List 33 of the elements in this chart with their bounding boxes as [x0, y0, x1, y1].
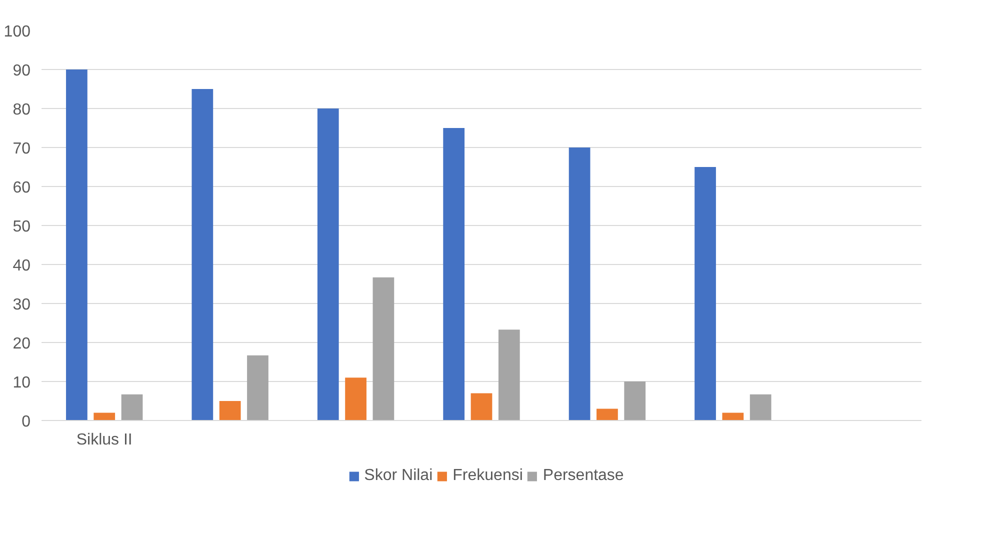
- bar: [498, 330, 520, 420]
- bar: [219, 401, 241, 420]
- y-tick-label: 70: [12, 140, 31, 158]
- bar: [247, 355, 268, 420]
- y-tick-label: 50: [12, 218, 31, 236]
- legend-label: Skor Nilai: [364, 467, 433, 485]
- bar: [624, 382, 646, 420]
- y-tick-label: 10: [12, 374, 31, 392]
- bar: [750, 394, 772, 420]
- y-tick-label: 100: [4, 24, 31, 40]
- y-tick-label: 60: [12, 180, 31, 196]
- legend-label: Persentase: [542, 467, 624, 485]
- bar: [94, 412, 116, 420]
- bar: [372, 277, 394, 420]
- bar: [345, 378, 366, 420]
- y-tick-label: 90: [12, 62, 31, 80]
- bar: [121, 394, 143, 420]
- bar: [66, 70, 88, 420]
- bar: [694, 167, 716, 420]
- y-tick-label: 0: [22, 414, 31, 430]
- bar: [470, 393, 492, 420]
- bar: [568, 148, 590, 420]
- y-tick-label: 30: [12, 296, 31, 314]
- bar: [596, 408, 618, 420]
- bar: [192, 89, 214, 420]
- x-tick-label: Siklus II: [76, 432, 132, 448]
- legend-label: Frekuensi: [452, 467, 523, 485]
- y-tick-label: 20: [12, 336, 31, 352]
- y-tick-label: 40: [12, 258, 31, 274]
- y-tick-label: 80: [12, 102, 31, 118]
- bar: [317, 108, 339, 420]
- bar: [443, 128, 465, 420]
- bar: [722, 412, 744, 420]
